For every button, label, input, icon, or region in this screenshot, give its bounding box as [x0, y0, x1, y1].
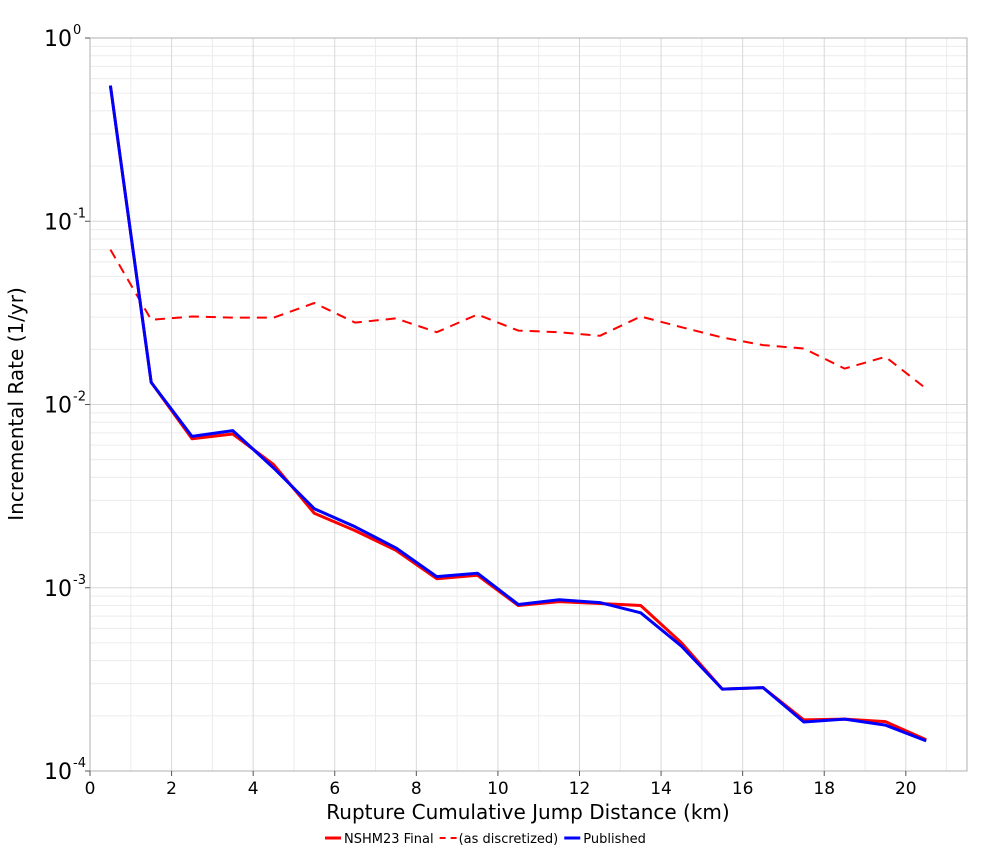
x-tick-label: 4 — [248, 779, 259, 799]
y-tick-label-exponent: 0 — [73, 23, 81, 38]
x-tick-label: 14 — [650, 779, 672, 799]
legend-label-1: NSHM23 Final — [344, 832, 434, 847]
y-axis-title: Incremental Rate (1/yr) — [4, 287, 28, 520]
y-tick-label-exponent: -4 — [73, 756, 86, 771]
series-line-2 — [109, 249, 927, 390]
y-tick-label-base: 10 — [44, 577, 72, 602]
series-layer — [108, 85, 927, 743]
x-tick-label: 8 — [411, 779, 422, 799]
x-tick-label: 16 — [732, 779, 754, 799]
legend-label-2: (as discretized) — [459, 832, 559, 847]
x-tick-label: 18 — [813, 779, 835, 799]
x-tick-label: 20 — [895, 779, 917, 799]
x-tick-label: 0 — [85, 779, 96, 799]
x-tick-label: 10 — [487, 779, 509, 799]
y-tick-label-base: 10 — [44, 210, 72, 235]
x-tick-label: 12 — [569, 779, 591, 799]
x-tick-label: 2 — [166, 779, 177, 799]
y-tick-label-exponent: -1 — [73, 206, 86, 221]
x-axis-title: Rupture Cumulative Jump Distance (km) — [326, 800, 729, 824]
y-tick-label-exponent: -3 — [73, 573, 86, 588]
legend: NSHM23 Final (as discretized) Published — [325, 832, 646, 847]
y-tick-label-base: 10 — [44, 27, 72, 52]
y-tick-label-base: 10 — [44, 394, 72, 419]
legend-label-3: Published — [583, 832, 646, 847]
x-axis-ticks: 0 2 4 6 8 10 12 14 16 18 20 — [85, 771, 917, 799]
series-line-3 — [108, 85, 927, 743]
y-tick-label-exponent: -2 — [73, 390, 86, 405]
major-gridlines — [90, 38, 967, 771]
y-tick-label-base: 10 — [44, 760, 72, 785]
x-tick-label: 6 — [329, 779, 340, 799]
